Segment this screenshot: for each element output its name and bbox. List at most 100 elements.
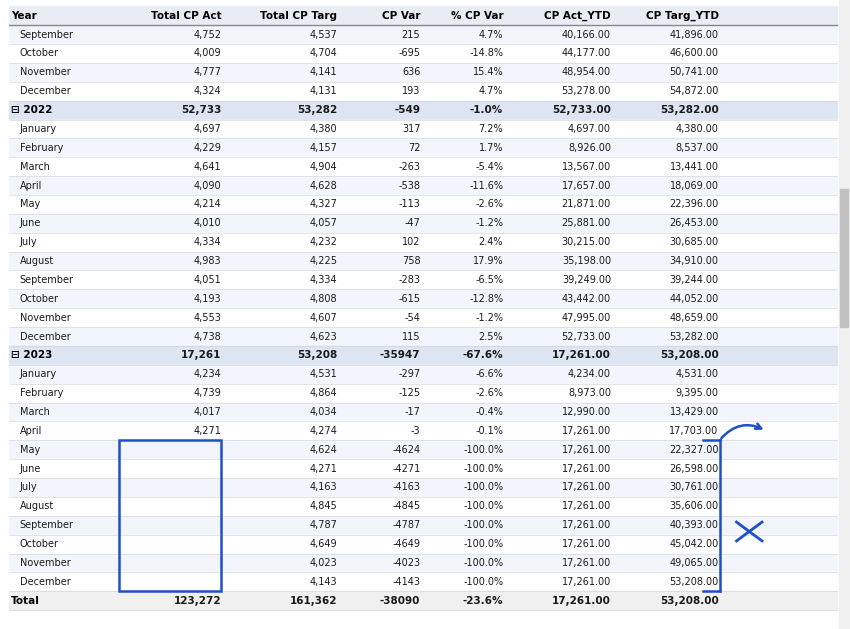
Text: 4,380.00: 4,380.00 bbox=[676, 124, 719, 134]
Text: 26,598.00: 26,598.00 bbox=[670, 464, 719, 474]
Text: -113: -113 bbox=[399, 199, 420, 209]
Text: 317: 317 bbox=[402, 124, 420, 134]
Bar bbox=[8, 63, 837, 82]
Text: -17: -17 bbox=[405, 407, 420, 417]
Bar bbox=[8, 233, 837, 252]
Text: -100.0%: -100.0% bbox=[463, 482, 503, 493]
Text: 46,600.00: 46,600.00 bbox=[670, 48, 719, 58]
Text: 8,926.00: 8,926.00 bbox=[568, 143, 611, 153]
Text: 4,697: 4,697 bbox=[194, 124, 221, 134]
Text: 17,261: 17,261 bbox=[181, 350, 221, 360]
Text: -4023: -4023 bbox=[392, 558, 420, 568]
Text: -549: -549 bbox=[394, 105, 420, 115]
Text: 35,198.00: 35,198.00 bbox=[562, 256, 611, 266]
Text: -5.4%: -5.4% bbox=[475, 162, 503, 172]
Text: 4,163: 4,163 bbox=[309, 482, 337, 493]
Text: -2.6%: -2.6% bbox=[475, 388, 503, 398]
Text: -6.5%: -6.5% bbox=[475, 275, 503, 285]
Text: -125: -125 bbox=[398, 388, 420, 398]
Text: 4,271: 4,271 bbox=[194, 426, 221, 436]
Text: 53,278.00: 53,278.00 bbox=[562, 86, 611, 96]
Text: -3: -3 bbox=[411, 426, 420, 436]
Text: -283: -283 bbox=[399, 275, 420, 285]
Bar bbox=[8, 554, 837, 572]
Text: 4,628: 4,628 bbox=[309, 181, 337, 191]
Bar bbox=[8, 44, 837, 63]
Text: -4271: -4271 bbox=[392, 464, 420, 474]
Text: 4.7%: 4.7% bbox=[479, 86, 503, 96]
Text: 2.4%: 2.4% bbox=[479, 237, 503, 247]
Text: 8,537.00: 8,537.00 bbox=[676, 143, 719, 153]
Text: 12,990.00: 12,990.00 bbox=[562, 407, 611, 417]
Text: September: September bbox=[20, 30, 74, 40]
Text: 17,703.00: 17,703.00 bbox=[670, 426, 719, 436]
Text: -14.8%: -14.8% bbox=[469, 48, 503, 58]
Text: 15.4%: 15.4% bbox=[473, 67, 503, 77]
Text: -4163: -4163 bbox=[393, 482, 420, 493]
Bar bbox=[8, 497, 837, 516]
Text: 17,261.00: 17,261.00 bbox=[562, 426, 611, 436]
Text: 115: 115 bbox=[402, 331, 420, 342]
Text: 4,738: 4,738 bbox=[194, 331, 221, 342]
Text: January: January bbox=[20, 369, 57, 379]
Text: 53,282.00: 53,282.00 bbox=[669, 331, 719, 342]
Text: 4,193: 4,193 bbox=[194, 294, 221, 304]
Bar bbox=[8, 195, 837, 214]
Text: June: June bbox=[20, 218, 41, 228]
Text: September: September bbox=[20, 520, 74, 530]
Bar bbox=[8, 252, 837, 270]
Text: 22,327.00: 22,327.00 bbox=[669, 445, 719, 455]
Text: -615: -615 bbox=[399, 294, 420, 304]
Text: 40,393.00: 40,393.00 bbox=[670, 520, 719, 530]
Text: -12.8%: -12.8% bbox=[469, 294, 503, 304]
Text: 102: 102 bbox=[402, 237, 420, 247]
Text: 4,787: 4,787 bbox=[309, 520, 337, 530]
Text: -100.0%: -100.0% bbox=[463, 539, 503, 549]
Text: 48,954.00: 48,954.00 bbox=[562, 67, 611, 77]
Text: 636: 636 bbox=[402, 67, 420, 77]
Text: -100.0%: -100.0% bbox=[463, 558, 503, 568]
Text: December: December bbox=[20, 86, 71, 96]
Bar bbox=[8, 403, 837, 421]
Text: 4,752: 4,752 bbox=[194, 30, 221, 40]
Text: 4,234.00: 4,234.00 bbox=[568, 369, 611, 379]
Text: 41,896.00: 41,896.00 bbox=[670, 30, 719, 40]
Text: 30,761.00: 30,761.00 bbox=[670, 482, 719, 493]
Text: October: October bbox=[20, 294, 59, 304]
Bar bbox=[119, 440, 221, 591]
Text: -538: -538 bbox=[399, 181, 420, 191]
Text: April: April bbox=[20, 426, 42, 436]
Text: 4,739: 4,739 bbox=[194, 388, 221, 398]
Text: 4,704: 4,704 bbox=[309, 48, 337, 58]
Text: July: July bbox=[20, 482, 37, 493]
Text: 26,453.00: 26,453.00 bbox=[670, 218, 719, 228]
Text: ⊟ 2023: ⊟ 2023 bbox=[11, 350, 53, 360]
Text: 4,607: 4,607 bbox=[309, 313, 337, 323]
Text: -4845: -4845 bbox=[392, 501, 420, 511]
Text: 4,157: 4,157 bbox=[309, 143, 337, 153]
Bar bbox=[8, 101, 837, 120]
Text: October: October bbox=[20, 539, 59, 549]
Text: -54: -54 bbox=[405, 313, 420, 323]
Text: February: February bbox=[20, 143, 63, 153]
Text: 4,271: 4,271 bbox=[309, 464, 337, 474]
Text: 4,274: 4,274 bbox=[309, 426, 337, 436]
Text: 53,208: 53,208 bbox=[298, 350, 337, 360]
Text: June: June bbox=[20, 464, 41, 474]
Text: -4143: -4143 bbox=[393, 577, 420, 587]
Text: 25,881.00: 25,881.00 bbox=[562, 218, 611, 228]
Text: 4,531.00: 4,531.00 bbox=[676, 369, 719, 379]
Text: -1.0%: -1.0% bbox=[470, 105, 503, 115]
Text: CP Act_YTD: CP Act_YTD bbox=[544, 11, 611, 21]
Text: CP Targ_YTD: CP Targ_YTD bbox=[646, 11, 719, 21]
Text: May: May bbox=[20, 199, 40, 209]
Text: November: November bbox=[20, 67, 71, 77]
Text: 50,741.00: 50,741.00 bbox=[670, 67, 719, 77]
Text: 17,261.00: 17,261.00 bbox=[552, 596, 611, 606]
Bar bbox=[8, 138, 837, 157]
Text: 8,973.00: 8,973.00 bbox=[568, 388, 611, 398]
Text: 4,234: 4,234 bbox=[194, 369, 221, 379]
Text: 4,017: 4,017 bbox=[194, 407, 221, 417]
Text: 39,244.00: 39,244.00 bbox=[670, 275, 719, 285]
Text: -100.0%: -100.0% bbox=[463, 520, 503, 530]
